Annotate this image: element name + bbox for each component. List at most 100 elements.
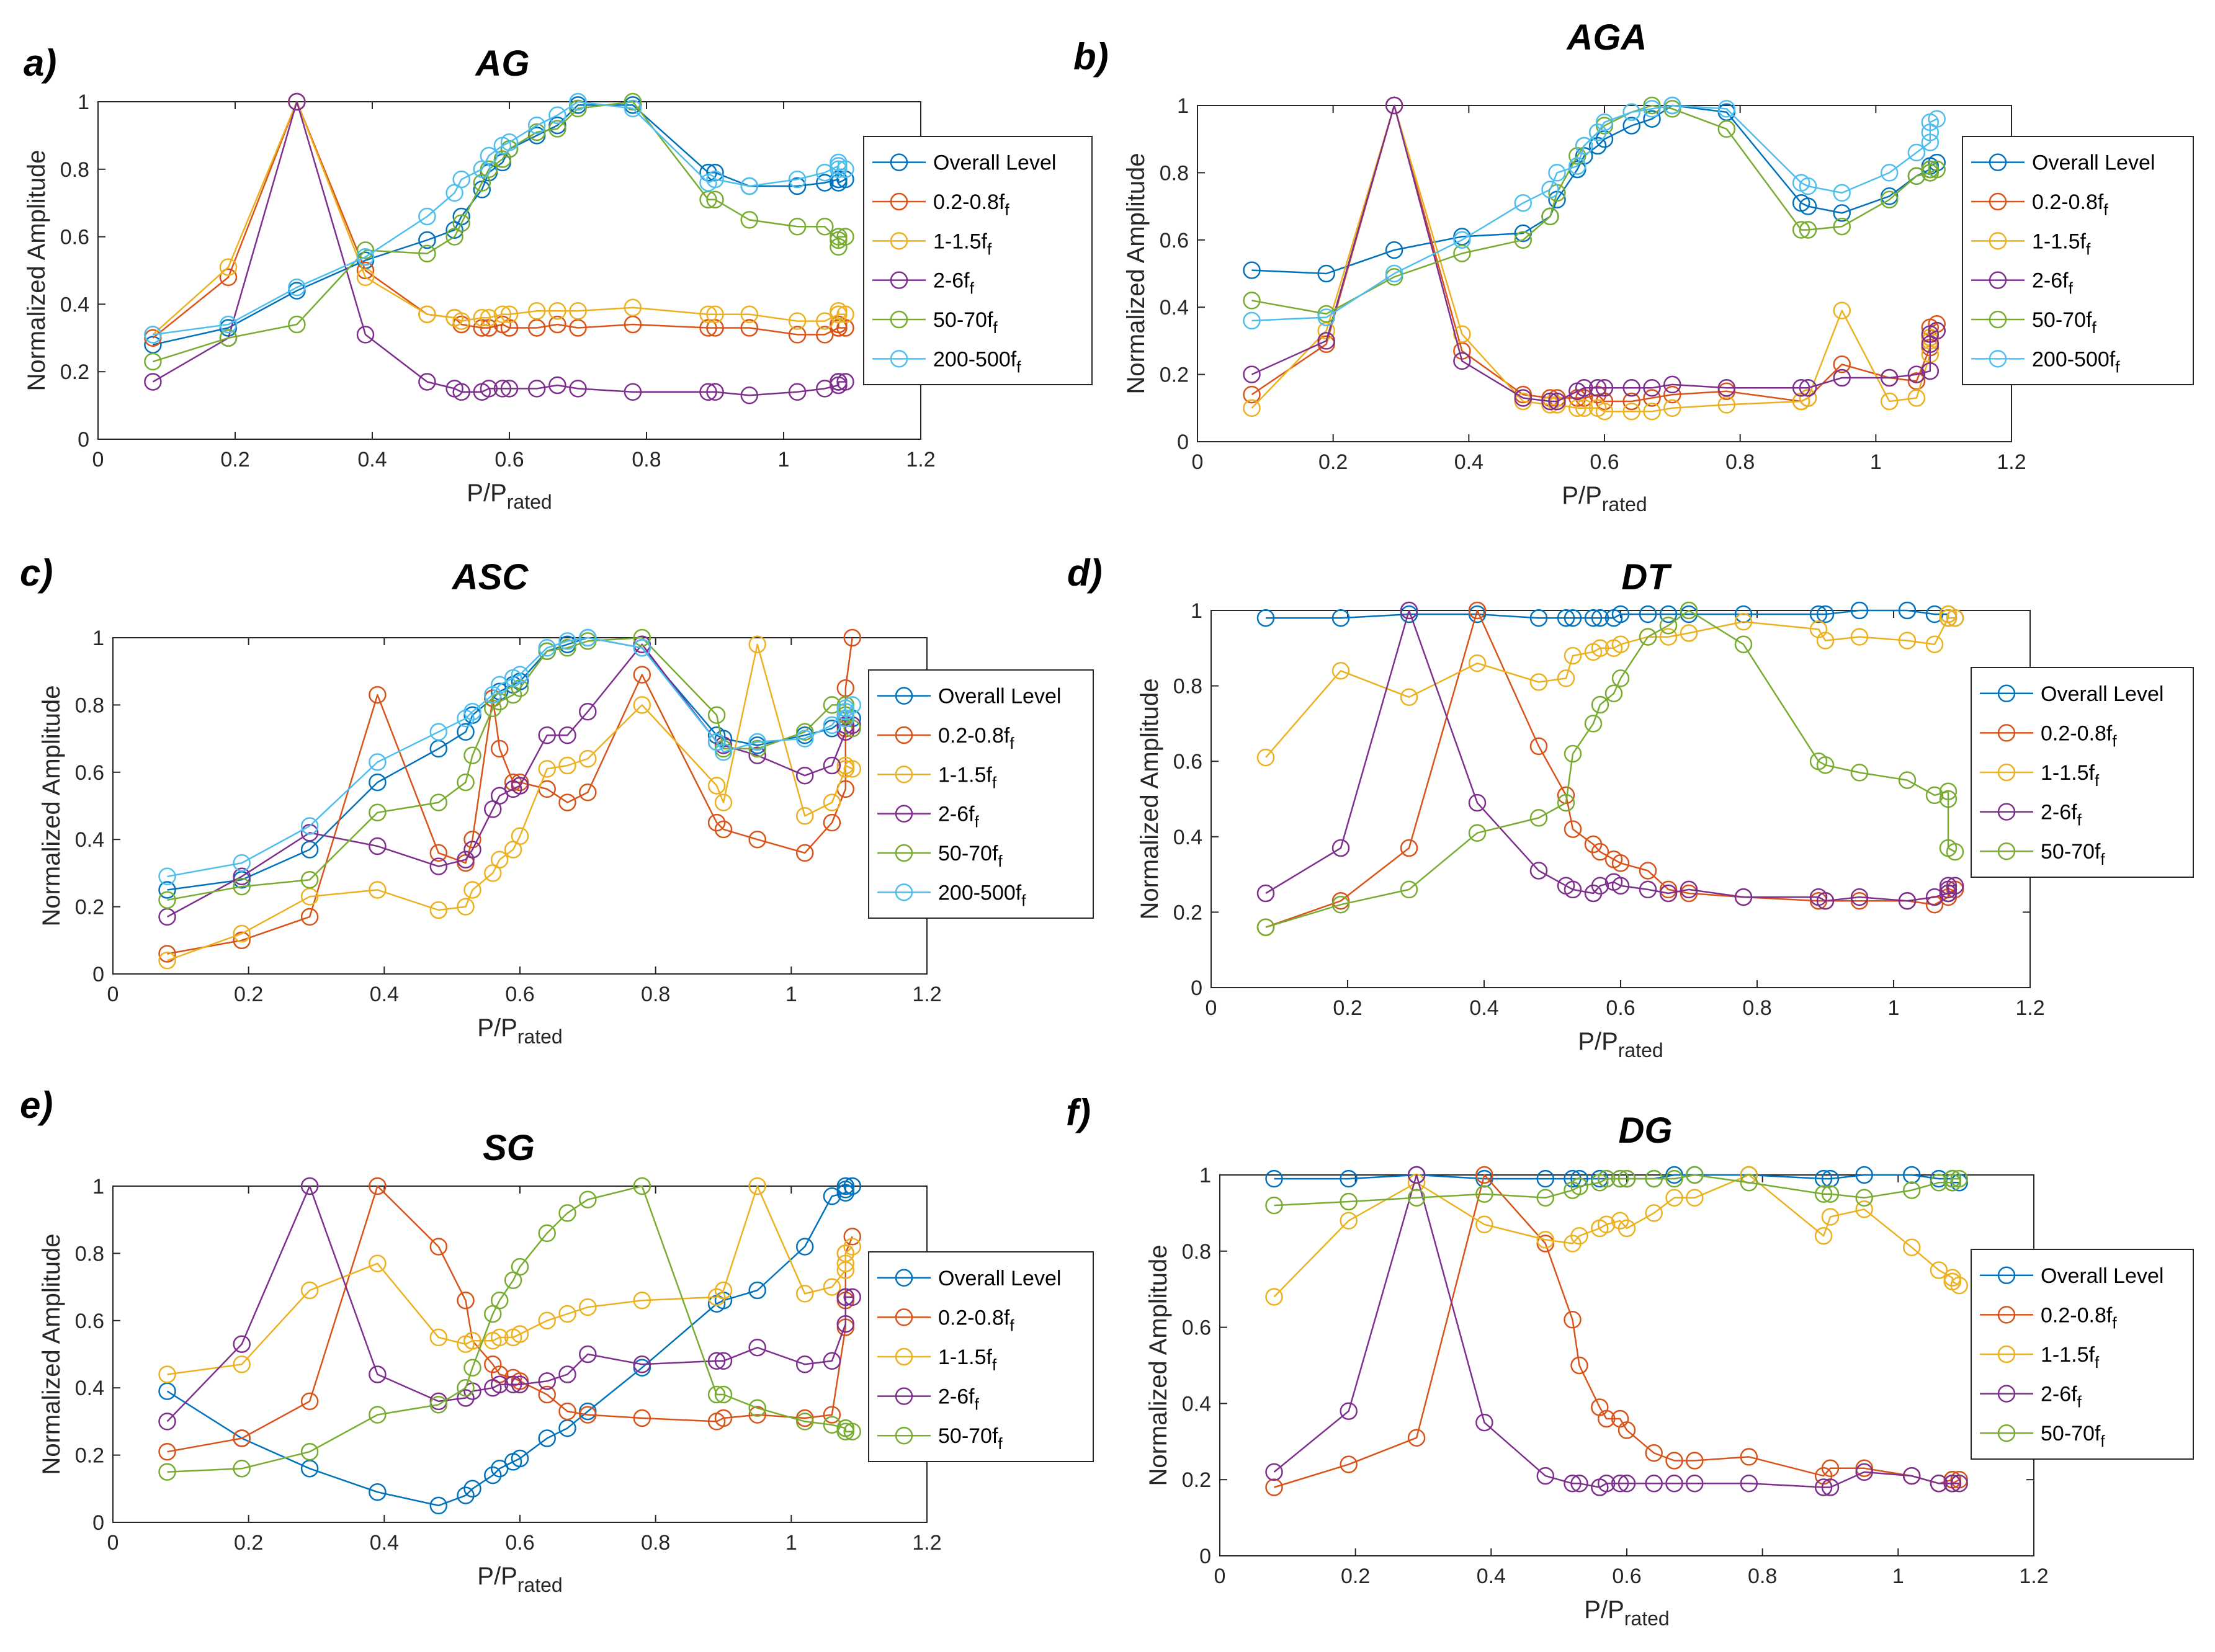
legend-entry: 1-1.5ff: [1971, 230, 2091, 258]
x-tick-label: 0.2: [1333, 996, 1362, 1020]
data-point: [1928, 160, 1946, 179]
y-tick-label: 0.8: [60, 158, 89, 182]
data-point: [1564, 820, 1582, 838]
legend: Overall Level0.2-0.8ff1-1.5ff2-6ff50-70f…: [868, 669, 1094, 919]
data-point: [1564, 646, 1582, 665]
y-tick-label: 0.2: [75, 1444, 104, 1468]
x-tick-label: 0.4: [370, 1531, 399, 1555]
data-point: [836, 702, 855, 721]
data-point: [1265, 1478, 1283, 1496]
legend-box: [868, 669, 1094, 919]
data-point: [369, 753, 387, 771]
data-point: [1536, 1169, 1555, 1188]
data-point: [1541, 181, 1559, 199]
series-line: [1266, 609, 1955, 619]
data-point: [1317, 332, 1335, 350]
data-point: [1407, 1166, 1426, 1184]
data-point: [1570, 1226, 1588, 1245]
data-point: [1717, 379, 1736, 397]
data-point: [788, 218, 807, 236]
data-point: [1243, 399, 1261, 417]
data-point: [457, 1292, 475, 1310]
legend-label-sub: f: [2069, 279, 2074, 298]
data-point: [579, 749, 597, 768]
data-point: [1243, 311, 1261, 330]
data-point: [1575, 399, 1593, 417]
data-point: [748, 1399, 766, 1417]
data-point: [748, 1406, 766, 1424]
data-point: [579, 1190, 597, 1208]
data-point: [558, 756, 576, 775]
panel-letter: f): [1066, 1092, 1091, 1133]
data-point: [490, 1328, 509, 1347]
data-point: [233, 924, 251, 943]
data-point: [633, 696, 651, 714]
series-line: [1251, 104, 1938, 275]
data-point: [1946, 842, 1964, 861]
data-point: [1792, 221, 1810, 239]
data-point: [1833, 204, 1851, 222]
data-point: [558, 1305, 576, 1323]
data-point: [219, 329, 238, 347]
data-point: [1536, 1231, 1555, 1249]
data-point: [1557, 609, 1575, 627]
legend-label-sub: f: [992, 1355, 997, 1374]
data-point: [369, 1365, 387, 1383]
legend-marker: [895, 687, 913, 705]
legend-marker: [1989, 192, 2007, 211]
data-point: [1663, 385, 1681, 404]
data-point: [233, 854, 251, 872]
data-point: [1256, 884, 1275, 903]
data-point: [480, 319, 498, 337]
data-point: [1331, 609, 1350, 627]
legend-entry: 1-1.5ff: [872, 230, 992, 258]
data-point: [1400, 880, 1418, 899]
legend-label-main: 0.2-0.8f: [933, 190, 1005, 214]
data-point: [1855, 1463, 1873, 1481]
data-point: [1659, 617, 1678, 635]
data-point: [1468, 654, 1487, 672]
y-tick-label: 0.4: [1173, 826, 1202, 849]
x-axis-label: P/Prated: [477, 1014, 562, 1048]
legend-marker: [895, 805, 913, 823]
panel-title: AGA: [1566, 17, 1647, 58]
data-point: [1622, 392, 1640, 411]
y-tick-label: 0.8: [1173, 675, 1202, 699]
data-point: [356, 241, 375, 259]
data-point: [823, 1352, 841, 1370]
legend-label: 2-6ff: [933, 269, 975, 298]
panel-title: AG: [475, 43, 530, 84]
data-point: [1618, 1421, 1636, 1439]
panel-letter: c): [20, 552, 53, 594]
data-point: [538, 760, 556, 778]
data-point: [1898, 632, 1917, 650]
x-tick-label: 1.2: [2019, 1565, 2048, 1588]
series-line: [1265, 609, 1956, 928]
data-point: [748, 739, 766, 758]
legend-marker: [1997, 1306, 2016, 1324]
data-point: [1575, 389, 1593, 407]
legend-marker: [895, 883, 913, 901]
legend-label: Overall Level: [938, 1267, 1061, 1290]
legend-label-main: Overall Level: [2041, 682, 2164, 706]
data-point: [1946, 609, 1964, 627]
data-point: [816, 218, 834, 236]
series-line: [167, 1185, 853, 1375]
data-point: [1591, 695, 1609, 714]
data-point: [579, 784, 597, 801]
data-point: [558, 639, 576, 657]
legend-label-main: 0.2-0.8f: [938, 1306, 1010, 1329]
legend-label: 2-6ff: [2032, 269, 2074, 298]
data-point: [843, 1288, 861, 1306]
y-tick-label: 0.6: [75, 761, 104, 785]
data-point: [538, 1385, 556, 1404]
legend-marker: [890, 350, 908, 368]
series-line: [167, 637, 853, 955]
data-point: [714, 1409, 733, 1427]
data-point: [500, 133, 519, 151]
data-point: [788, 170, 807, 189]
data-point: [1265, 1288, 1283, 1306]
data-point: [429, 901, 448, 919]
y-axis-label: Normalized Amplitude: [38, 685, 65, 926]
